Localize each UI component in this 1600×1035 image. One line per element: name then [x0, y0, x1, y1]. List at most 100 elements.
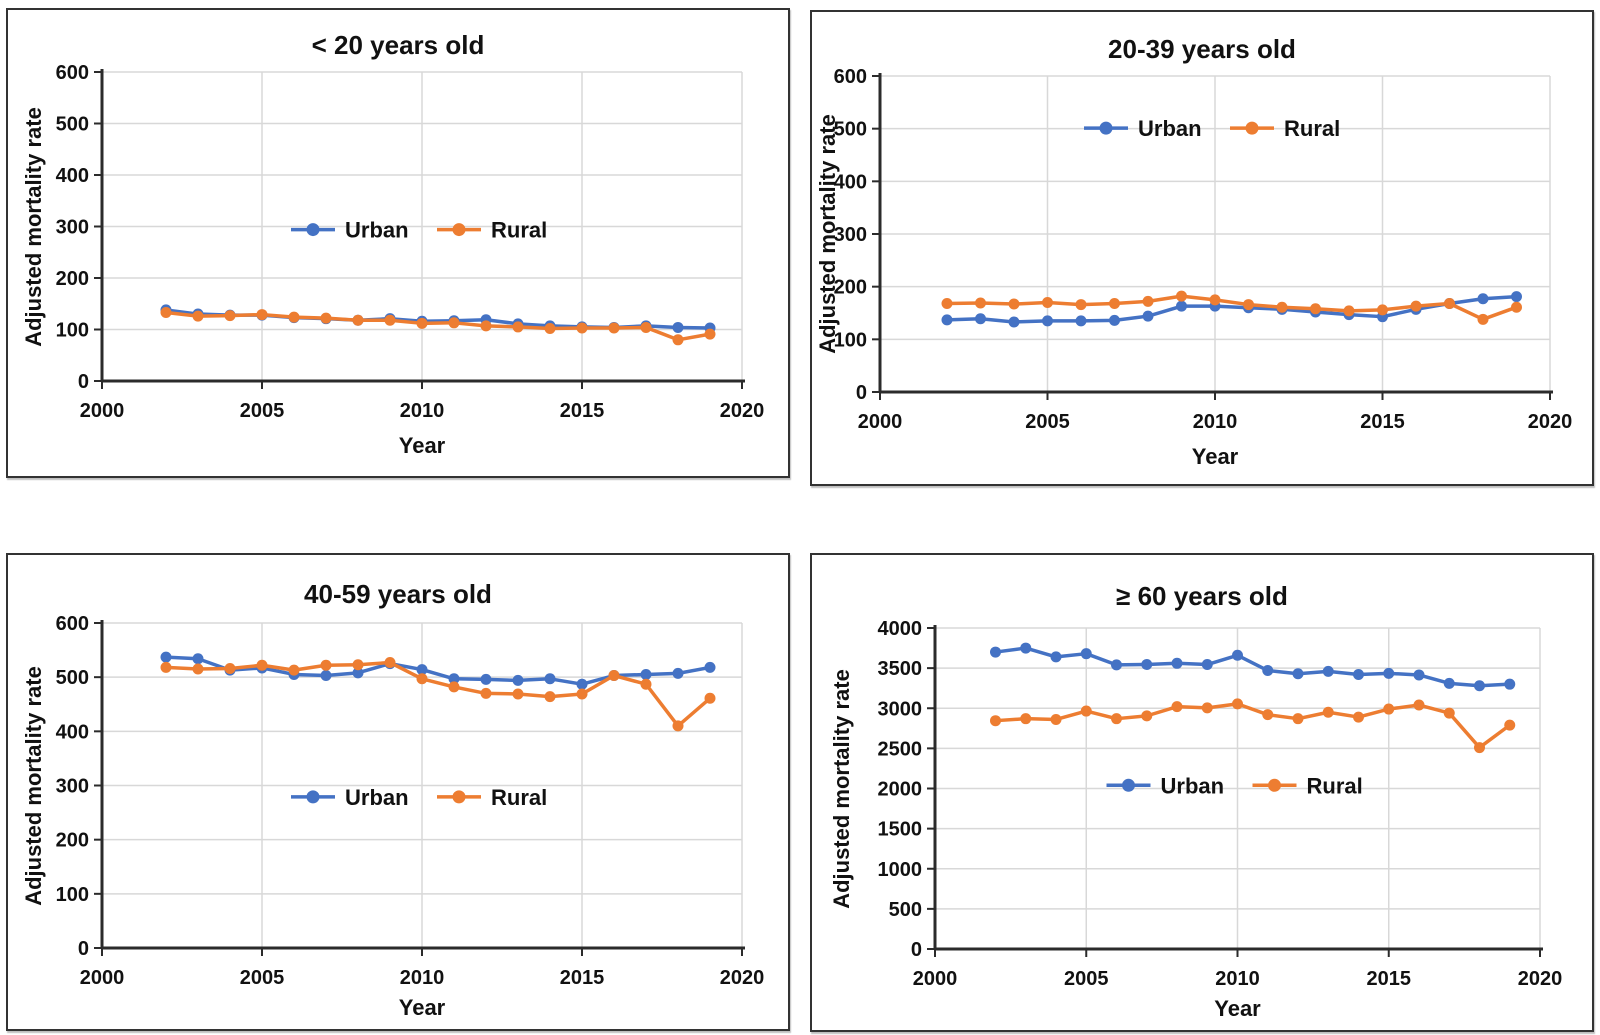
series-rural-marker: [1050, 713, 1062, 725]
series-rural-marker: [160, 307, 172, 319]
series-rural-marker: [1111, 713, 1122, 725]
y-tick-label: 600: [56, 62, 89, 84]
y-tick-label: 4000: [878, 618, 923, 640]
legend-urban-marker: [1122, 778, 1135, 792]
series-urban-marker: [1075, 315, 1087, 327]
series-rural-marker: [704, 328, 716, 340]
series-urban-marker: [1232, 649, 1243, 661]
y-tick-label: 400: [56, 721, 89, 743]
series-rural-marker: [384, 657, 396, 669]
x-axis-label: Year: [1191, 444, 1239, 469]
x-tick-label: 2020: [1528, 411, 1573, 433]
series-urban-marker: [1201, 659, 1213, 671]
series-urban-marker: [576, 678, 588, 690]
legend-rural-marker: [1268, 778, 1281, 792]
plot-area: 0 100 200 300 400 500 600 2000 2005 2010 2015 2020 U…: [56, 62, 765, 422]
series-urban-marker: [672, 321, 684, 333]
legend: Urban Rural: [291, 785, 547, 810]
series-urban-marker: [1504, 678, 1516, 690]
y-tick-label: 100: [56, 320, 89, 342]
series-rural-marker: [480, 320, 492, 332]
series-rural-marker: [975, 297, 986, 309]
legend-urban-label: Urban: [1138, 116, 1202, 141]
series-rural-marker: [672, 334, 684, 346]
series-rural-marker: [640, 321, 652, 333]
legend-urban-label: Urban: [345, 218, 409, 243]
series-rural-marker: [1377, 304, 1388, 316]
series-rural-marker: [1310, 303, 1321, 315]
series-urban-marker: [1292, 668, 1304, 680]
x-tick-label: 2015: [560, 967, 605, 989]
series-rural-marker: [352, 659, 364, 671]
series-urban-marker: [448, 673, 460, 685]
legend: Urban Rural: [291, 218, 547, 243]
series-rural-marker: [1141, 710, 1153, 722]
series-rural-marker: [608, 670, 620, 682]
legend-urban-marker: [1099, 121, 1113, 135]
series-rural-marker: [1176, 290, 1187, 302]
series-rural-marker: [1383, 703, 1395, 715]
x-tick-label: 2010: [1215, 968, 1260, 990]
series-rural-marker: [941, 298, 953, 310]
y-tick-label: 3500: [878, 658, 923, 680]
series-rural-marker: [672, 720, 684, 732]
x-tick-label: 2000: [913, 968, 958, 990]
series-urban-marker: [1109, 314, 1120, 326]
series-rural-marker: [1080, 705, 1092, 717]
series-rural-marker: [704, 692, 716, 704]
plot-area: 0 500 1000 1500 2000 2500 3000 3500 4000 2000 2005…: [878, 618, 1563, 990]
series-rural-marker: [1353, 711, 1364, 723]
x-tick-label: 2015: [1360, 411, 1405, 433]
y-tick-label: 100: [56, 884, 89, 906]
legend-urban-label: Urban: [345, 785, 409, 810]
legend-urban-marker: [306, 790, 320, 804]
y-tick-label: 3000: [878, 698, 923, 720]
legend-rural-label: Rural: [491, 785, 547, 810]
series-urban-marker: [672, 667, 684, 679]
y-tick-label: 1500: [878, 819, 923, 841]
x-tick-label: 2015: [1367, 968, 1412, 990]
x-tick-label: 2020: [720, 967, 765, 989]
panel-chart-20-39: 20-39 years old Adjusted mortality rate …: [810, 10, 1594, 486]
series-rural-marker: [1171, 701, 1183, 713]
series-urban-marker: [975, 313, 986, 325]
x-tick-label: 2005: [1064, 968, 1109, 990]
series-rural-marker: [224, 310, 236, 322]
x-tick-label: 2000: [80, 967, 125, 989]
legend-rural-label: Rural: [1284, 116, 1340, 141]
y-tick-label: 300: [834, 224, 867, 246]
legend-urban-marker: [306, 223, 320, 237]
series-rural-marker: [192, 310, 204, 322]
series-rural-marker: [160, 661, 172, 673]
series-rural-line: [993, 702, 1512, 750]
series-rural-marker: [576, 688, 588, 700]
series-urban-marker: [1141, 659, 1153, 671]
chart-title: ≥ 60 years old: [1116, 581, 1288, 611]
chart-title: 40-59 years old: [304, 579, 492, 609]
y-tick-label: 500: [56, 114, 89, 136]
series-rural-marker: [1075, 299, 1087, 311]
series-urban-marker: [704, 661, 716, 673]
y-tick-label: 300: [56, 776, 89, 798]
series-urban-marker: [1171, 657, 1183, 669]
series-rural-marker: [256, 659, 268, 671]
series-rural-marker: [1474, 742, 1485, 754]
chart: 0 100 200 300 400 500 600 2000 2005 2010 2015 2020 U…: [56, 613, 765, 989]
y-tick-label: 400: [834, 171, 867, 193]
series-rural-marker: [256, 309, 268, 321]
legend-rural-marker: [452, 223, 466, 237]
series-urban-marker: [320, 670, 332, 682]
series-rural-marker: [480, 687, 492, 699]
legend-rural-marker: [452, 790, 466, 804]
series-rural-marker: [448, 317, 460, 329]
x-tick-label: 2005: [240, 400, 285, 422]
y-tick-label: 500: [834, 119, 867, 141]
y-tick-label: 600: [834, 66, 867, 88]
series-rural-marker: [416, 673, 428, 685]
y-tick-label: 200: [56, 830, 89, 852]
series-rural-marker: [1504, 719, 1516, 731]
series-rural-marker: [1232, 698, 1243, 710]
series-urban-marker: [1262, 665, 1274, 677]
chart: 0 500 1000 1500 2000 2500 3000 3500 4000 2000 2005…: [878, 618, 1563, 990]
